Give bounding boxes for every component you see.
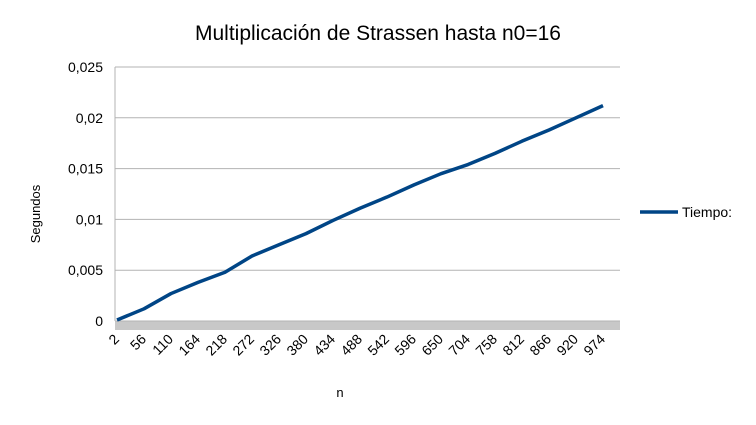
line-series (116, 104, 604, 322)
y-tick-label: 0,01 (76, 211, 103, 227)
x-axis-ticks-band (115, 321, 620, 330)
y-tick-label: 0,005 (68, 262, 103, 278)
y-tick-label: 0,025 (68, 59, 103, 75)
legend-label: Tiempo: (682, 204, 732, 220)
y-tick-label: 0,02 (76, 110, 103, 126)
y-tick-label: 0 (95, 313, 103, 329)
y-tick-label: 0,015 (68, 161, 103, 177)
x-axis-label: n (336, 385, 343, 400)
y-axis-label: Segundos (28, 184, 43, 243)
chart-title: Multiplicación de Strassen hasta n0=16 (195, 22, 561, 45)
